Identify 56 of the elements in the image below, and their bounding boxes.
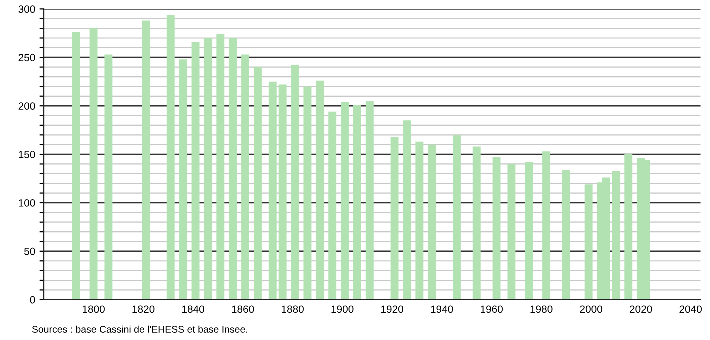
bar — [624, 154, 633, 300]
bar — [341, 102, 350, 300]
bar — [254, 67, 262, 300]
bar — [72, 32, 80, 300]
bar — [316, 80, 324, 300]
bar — [403, 120, 412, 300]
y-tick-label: 250 — [18, 54, 36, 62]
bar — [416, 142, 424, 300]
bar — [291, 65, 300, 300]
bar — [525, 162, 534, 300]
bar — [390, 137, 399, 300]
bar — [242, 54, 250, 300]
y-tick-label: 150 — [19, 151, 36, 158]
x-tick-label: 1920 — [382, 306, 404, 314]
bar — [472, 146, 481, 300]
bar — [179, 60, 188, 300]
bar — [492, 157, 501, 300]
x-tick-label: 1840 — [182, 306, 204, 314]
x-tick-label: 1940 — [431, 306, 454, 314]
y-tick-label: 300 — [18, 6, 36, 14]
bar — [204, 38, 212, 300]
bar — [452, 135, 461, 300]
bar — [90, 28, 98, 300]
x-tick-label: 1960 — [481, 306, 503, 314]
bar — [104, 54, 113, 300]
bar — [353, 105, 362, 300]
y-tick-label: 0 — [30, 296, 36, 304]
bar — [216, 34, 225, 300]
bar — [542, 152, 551, 300]
x-tick-label: 1880 — [282, 306, 304, 314]
x-tick-label: 1980 — [530, 306, 553, 314]
source-note: Sources : base Cassini de l'EHESS et base Insee. — [32, 326, 248, 333]
x-tick-label: 2020 — [630, 306, 652, 314]
bar — [508, 164, 516, 300]
y-tick-label: 100 — [19, 199, 36, 207]
x-tick-label: 1800 — [82, 306, 105, 314]
bar — [278, 84, 287, 300]
bar — [142, 20, 150, 300]
bar — [428, 144, 436, 300]
bar — [192, 42, 200, 300]
bar — [612, 171, 620, 300]
x-tick-label: 1820 — [132, 306, 155, 314]
x-tick-label: 1900 — [332, 306, 354, 314]
bar — [229, 38, 238, 300]
bar — [562, 170, 570, 300]
bar — [166, 14, 175, 300]
bar — [366, 101, 374, 300]
bar — [268, 82, 277, 300]
y-tick-label: 50 — [24, 248, 36, 256]
x-tick-label: 1860 — [232, 306, 254, 314]
y-tick-label: 200 — [18, 102, 36, 110]
bar — [304, 86, 312, 300]
bar — [584, 184, 593, 300]
x-tick-label: 2000 — [580, 306, 602, 314]
x-tick-label: 2040 — [680, 306, 702, 314]
bar — [328, 112, 337, 300]
